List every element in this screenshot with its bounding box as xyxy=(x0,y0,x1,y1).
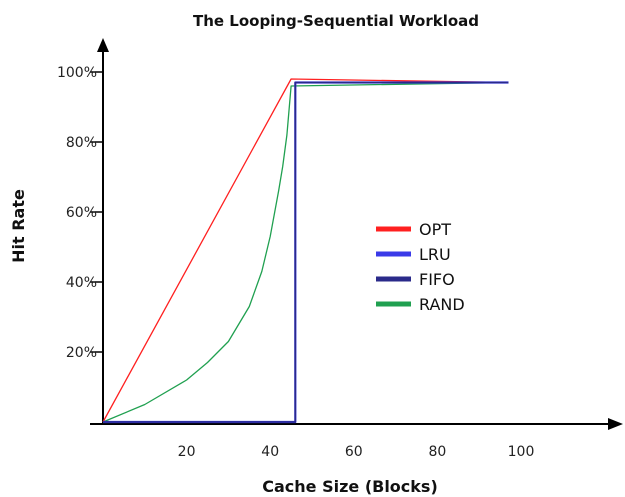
x-axis-title: Cache Size (Blocks) xyxy=(262,477,438,496)
series-line-fifo xyxy=(103,81,509,423)
legend-label-lru: LRU xyxy=(419,245,451,264)
series-lines xyxy=(102,78,509,424)
ticks: 20% 40% 60% 80% 100% 20 40 60 80 100 xyxy=(57,65,534,460)
x-tick-label: 20 xyxy=(178,444,196,460)
axes xyxy=(90,38,623,430)
y-tick-label: 40% xyxy=(66,275,97,291)
x-tick-label: 40 xyxy=(261,444,279,460)
legend-label-fifo: FIFO xyxy=(419,270,455,289)
x-tick-label: 80 xyxy=(428,444,446,460)
y-tick-label: 20% xyxy=(66,345,97,361)
y-tick-label: 100% xyxy=(57,65,97,81)
legend: OPT LRU FIFO RAND xyxy=(376,220,465,314)
y-axis-arrow xyxy=(97,38,109,52)
series-line-rand xyxy=(102,81,509,423)
x-tick-label: 60 xyxy=(345,444,363,460)
chart-title: The Looping-Sequential Workload xyxy=(193,12,479,30)
legend-label-rand: RAND xyxy=(419,295,465,314)
x-tick-label: 100 xyxy=(508,444,535,460)
legend-label-opt: OPT xyxy=(419,220,451,239)
series-line-opt xyxy=(102,78,509,423)
y-tick-label: 60% xyxy=(66,205,97,221)
y-tick-label: 80% xyxy=(66,135,97,151)
y-axis-title: Hit Rate xyxy=(9,189,28,263)
x-axis-arrow xyxy=(608,418,623,430)
